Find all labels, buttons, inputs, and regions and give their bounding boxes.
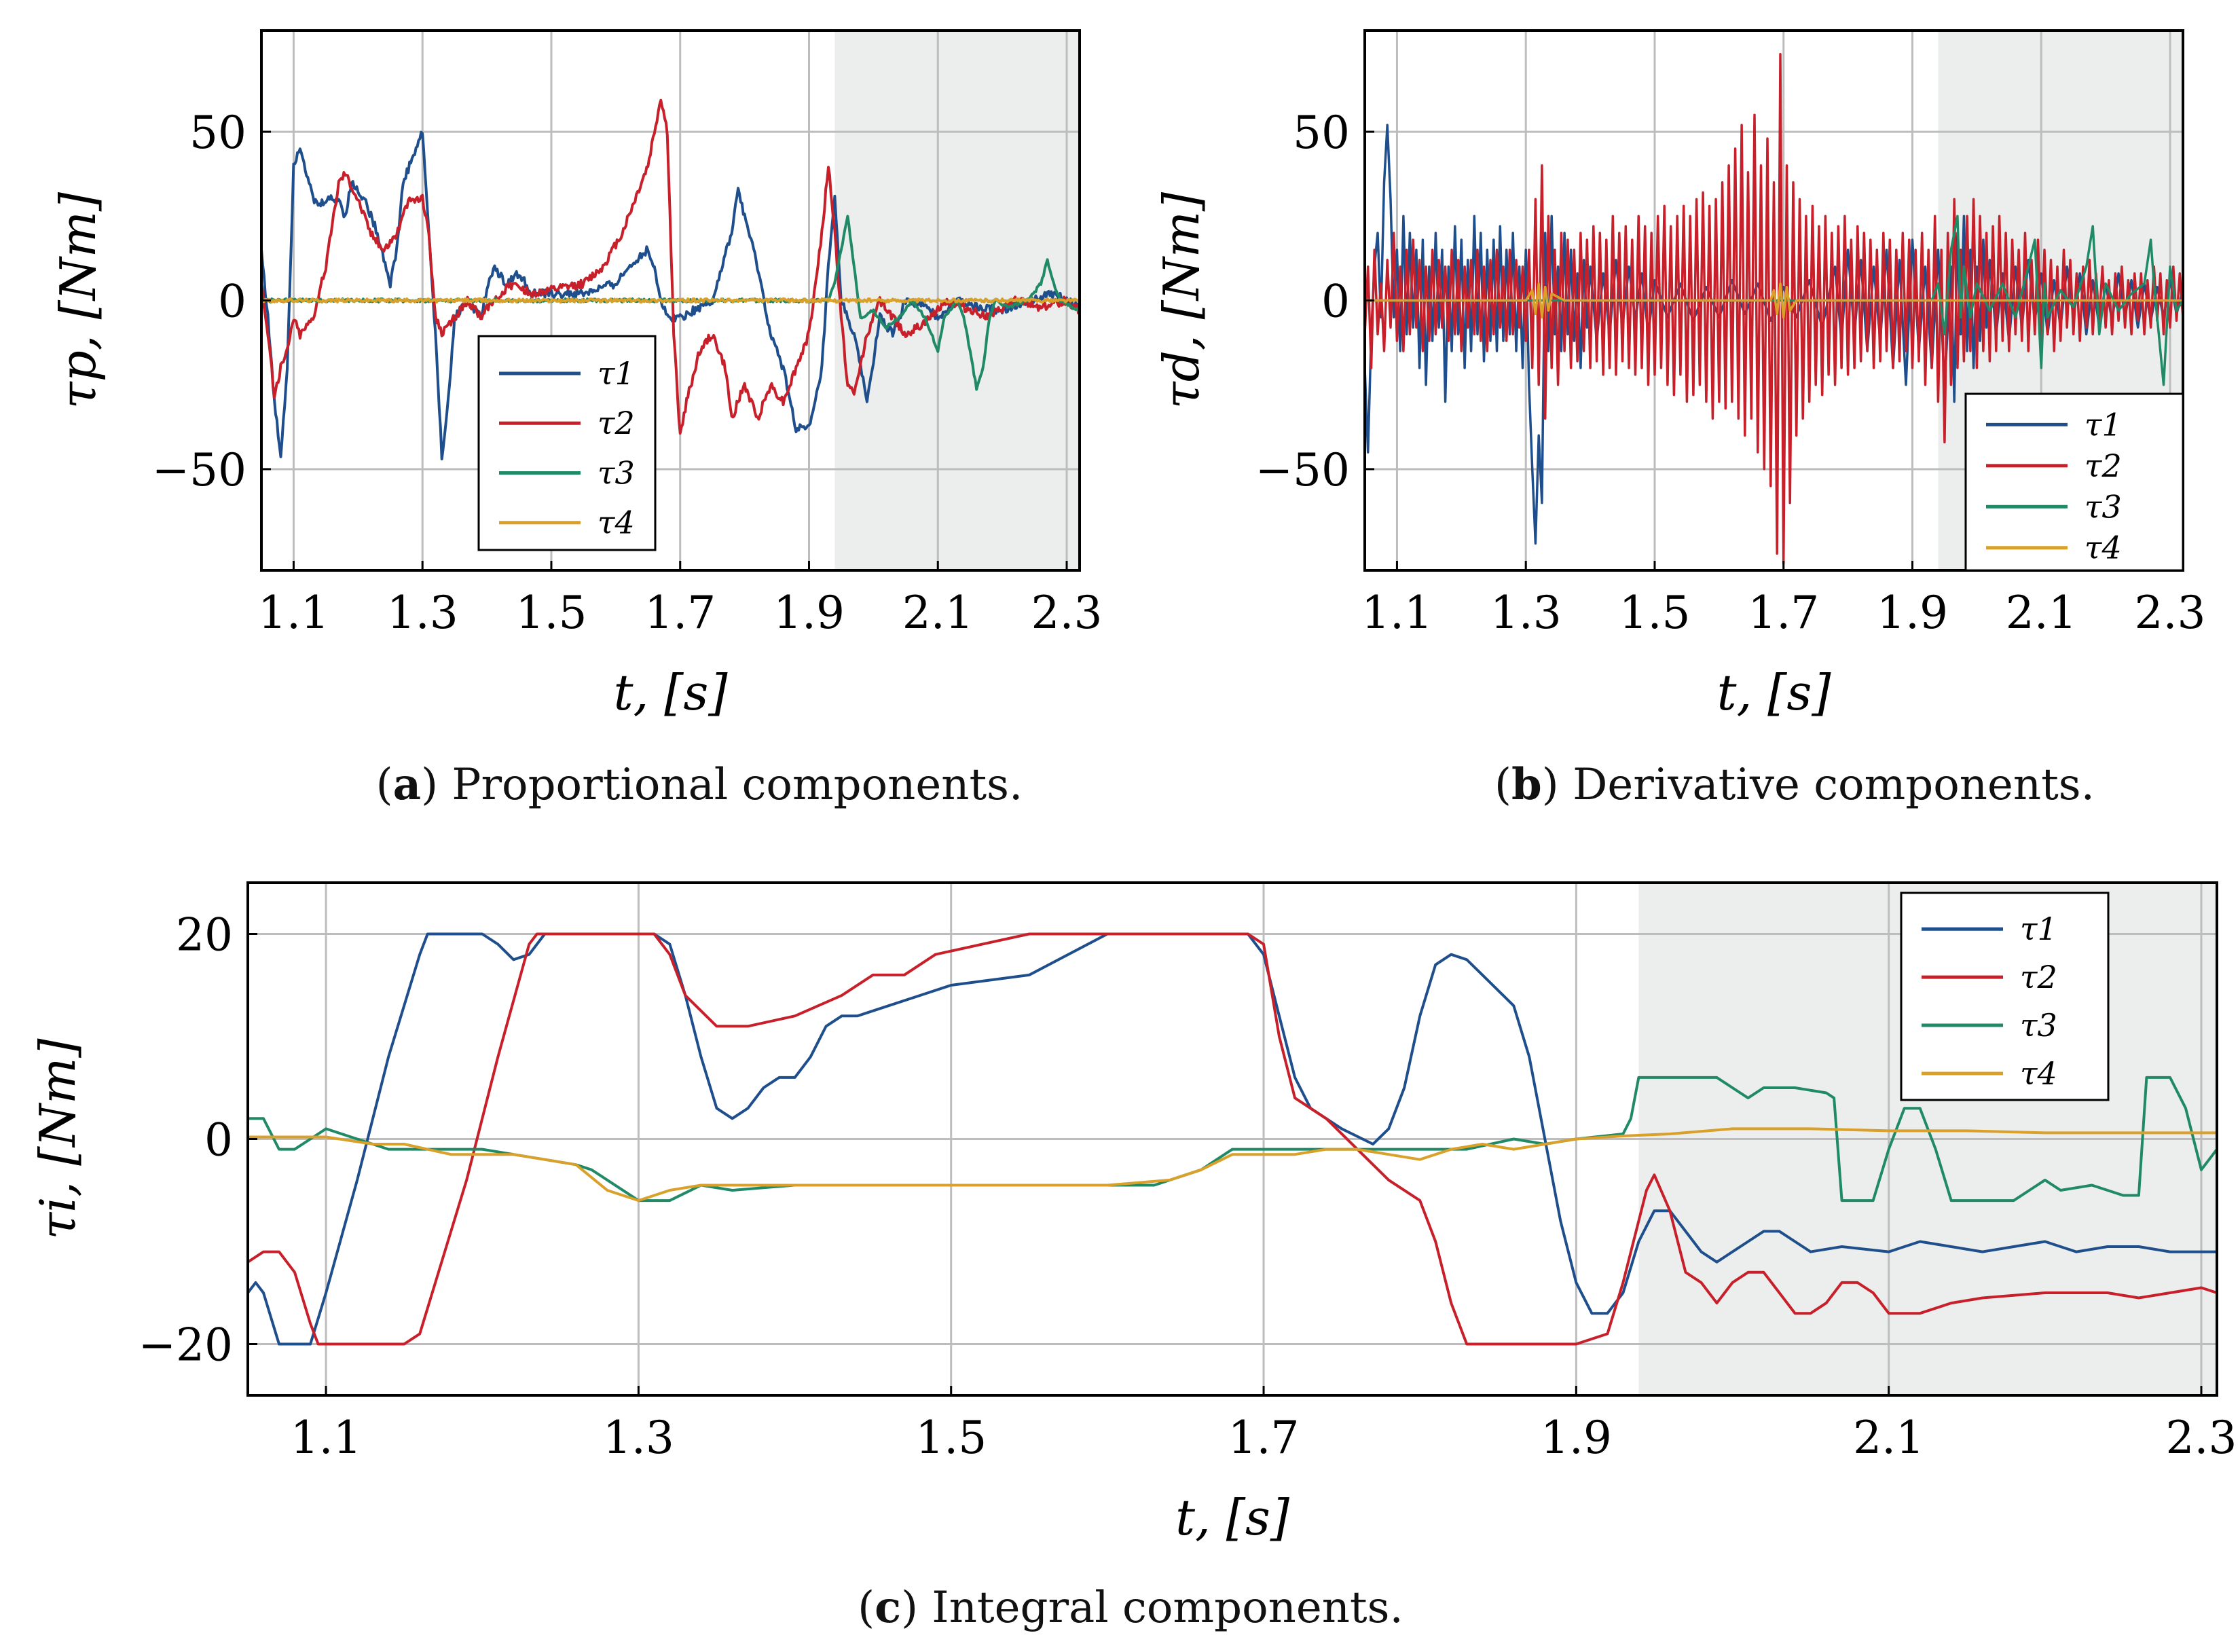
x-tick-label: 1.5 (1619, 587, 1690, 639)
caption-c-text: Integral components. (932, 1583, 1403, 1633)
legend-label: τ1 (2020, 911, 2057, 947)
chart-c: 1.1 1.3 1.5 1.7 1.9 2.1 2.3 −20 0 20 t, [s] τi, [Nm… (29, 881, 2237, 1546)
x-tick-label: 1.5 (515, 587, 587, 639)
series-group (248, 932, 2217, 1346)
caption-a: (a) Proportional components. (375, 759, 1023, 810)
y-tick-label: 0 (218, 276, 246, 328)
legend-label: τ2 (2020, 959, 2057, 995)
legend-box (1964, 392, 2184, 572)
legend-label: τ3 (2020, 1007, 2057, 1044)
x-tick-label: 2.3 (1031, 587, 1103, 639)
legend-label: τ1 (598, 355, 635, 392)
y-tick-label: 50 (189, 107, 246, 159)
y-tick-label: 20 (176, 909, 233, 961)
caption-c: (c) Integral components. (858, 1582, 1403, 1633)
legend-label: τ3 (2085, 488, 2122, 525)
x-tick-label: 1.3 (603, 1412, 674, 1464)
x-tick-label: 2.1 (2006, 587, 2077, 639)
x-tick-label: 1.9 (1541, 1412, 1612, 1464)
x-tick-label: 1.7 (644, 587, 716, 639)
series-group (261, 98, 1080, 460)
series-line-tau1 (248, 932, 2217, 1346)
chart-b: 1.1 1.3 1.5 1.7 1.9 2.1 2.3 −50 0 50 t, [s] τd, [Nm… (1153, 29, 2206, 721)
legend: τ1 τ2 τ3 τ4 (1964, 392, 2184, 572)
legend-label: τ4 (598, 504, 635, 541)
legend-label: τ2 (598, 405, 635, 441)
legend: τ1 τ2 τ3 τ4 (1900, 892, 2110, 1101)
legend: τ1 τ2 τ3 τ4 (477, 335, 657, 551)
y-tick-label: 50 (1293, 107, 1350, 159)
y-tick-label: −50 (1255, 444, 1350, 496)
y-tick-label: −50 (152, 444, 246, 496)
series-group (1365, 53, 2183, 565)
series-line-tau2 (248, 932, 2217, 1346)
caption-c-label: c (875, 1582, 902, 1633)
x-tick-label: 1.7 (1228, 1412, 1300, 1464)
series-line-tau4 (248, 1127, 2217, 1203)
y-tick-label: −20 (139, 1319, 233, 1372)
chart-a: 1.1 1.3 1.5 1.7 1.9 2.1 2.3 −50 0 50 t, [s] τp, [Nm… (50, 29, 1103, 721)
series-line-tau2 (261, 98, 1080, 435)
x-tick-label: 1.9 (1877, 587, 1948, 639)
x-axis-label: t, [s] (1717, 664, 1832, 721)
caption-b-text: Derivative components. (1573, 760, 2095, 810)
series-line-tau4 (1365, 282, 2183, 319)
y-tick-label: 0 (204, 1114, 233, 1167)
x-tick-label: 1.1 (258, 587, 329, 639)
x-tick-label: 1.7 (1748, 587, 1819, 639)
series-line-tau1 (261, 130, 1080, 460)
x-tick-label: 1.1 (1361, 587, 1433, 639)
caption-a-label: a (392, 759, 422, 810)
x-tick-label: 2.3 (2135, 587, 2206, 639)
x-tick-label: 1.9 (773, 587, 845, 639)
legend-label: τ2 (2085, 447, 2122, 484)
x-tick-label: 1.5 (915, 1412, 987, 1464)
x-tick-label: 2.1 (902, 587, 974, 639)
legend-label: τ3 (598, 454, 635, 491)
y-axis-label: τd, [Nm] (1153, 191, 1210, 409)
x-tick-label: 1.3 (387, 587, 458, 639)
caption-b-label: b (1511, 759, 1542, 810)
legend-label: τ1 (2085, 406, 2122, 443)
y-axis-label: τp, [Nm] (50, 191, 107, 409)
legend-label: τ4 (2085, 530, 2122, 566)
caption-b: (b) Derivative components. (1494, 759, 2095, 810)
x-tick-label: 2.3 (2165, 1412, 2237, 1464)
x-tick-label: 2.1 (1853, 1412, 1924, 1464)
y-axis-label: τi, [Nm] (29, 1038, 86, 1240)
series-line-tau3 (1365, 215, 2183, 386)
x-axis-label: t, [s] (614, 664, 729, 721)
x-tick-label: 1.1 (291, 1412, 362, 1464)
y-tick-label: 0 (1321, 276, 1350, 328)
x-tick-label: 1.3 (1490, 587, 1562, 639)
legend-box (1900, 892, 2110, 1101)
x-axis-label: t, [s] (1175, 1489, 1290, 1546)
series-line-tau4 (261, 297, 1080, 304)
caption-a-text: Proportional components. (452, 760, 1023, 810)
legend-label: τ4 (2020, 1055, 2057, 1092)
